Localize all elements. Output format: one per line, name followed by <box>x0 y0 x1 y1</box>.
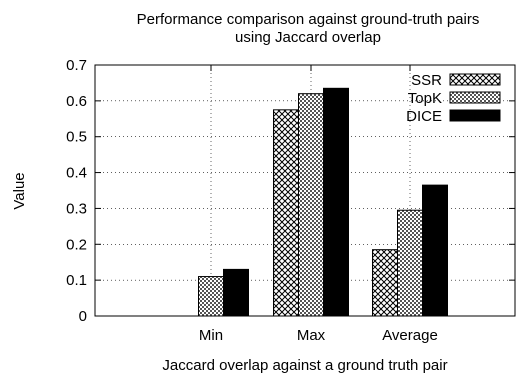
bar-ssr-max <box>273 109 299 317</box>
x-tick-label: Max <box>297 327 326 344</box>
y-tick-label: 0.6 <box>66 93 87 110</box>
bar-dice-max <box>323 87 349 317</box>
y-axis-ticks: 0 0.1 0.2 0.3 0.4 0.5 0.6 0.7 <box>66 57 515 325</box>
legend-swatch-dice <box>449 109 501 122</box>
y-tick-label: 0.4 <box>66 165 87 182</box>
x-axis-label: Jaccard overlap against a ground truth p… <box>162 357 447 374</box>
plot-frame <box>94 64 516 317</box>
bars <box>198 87 448 317</box>
y-tick-label: 0.3 <box>66 200 87 217</box>
y-tick-label: 0.5 <box>66 129 87 146</box>
legend-swatch-topk <box>449 91 501 104</box>
bar-topk-max <box>298 93 324 317</box>
chart-title-line2: using Jaccard overlap <box>235 29 381 46</box>
y-tick-label: 0.7 <box>66 57 87 74</box>
x-axis-ticks: Min Max Average <box>199 65 438 344</box>
chart-title-line1: Performance comparison against ground-tr… <box>137 11 480 28</box>
y-axis-label: Value <box>11 172 28 209</box>
legend-label-dice: DICE <box>406 108 442 125</box>
bar-topk-min <box>198 276 224 317</box>
bar-dice-min <box>223 268 249 317</box>
bar-ssr-average <box>372 249 398 317</box>
bar-topk-average <box>397 209 423 317</box>
y-tick-label: 0.1 <box>66 272 87 289</box>
y-tick-label: 0 <box>79 308 87 325</box>
bar-dice-average <box>422 184 448 317</box>
x-tick-label: Min <box>199 327 223 344</box>
y-tick-label: 0.2 <box>66 236 87 253</box>
legend-swatch-ssr <box>449 73 501 86</box>
x-tick-label: Average <box>382 327 438 344</box>
legend-label-topk: TopK <box>408 90 442 107</box>
legend-label-ssr: SSR <box>411 72 442 89</box>
